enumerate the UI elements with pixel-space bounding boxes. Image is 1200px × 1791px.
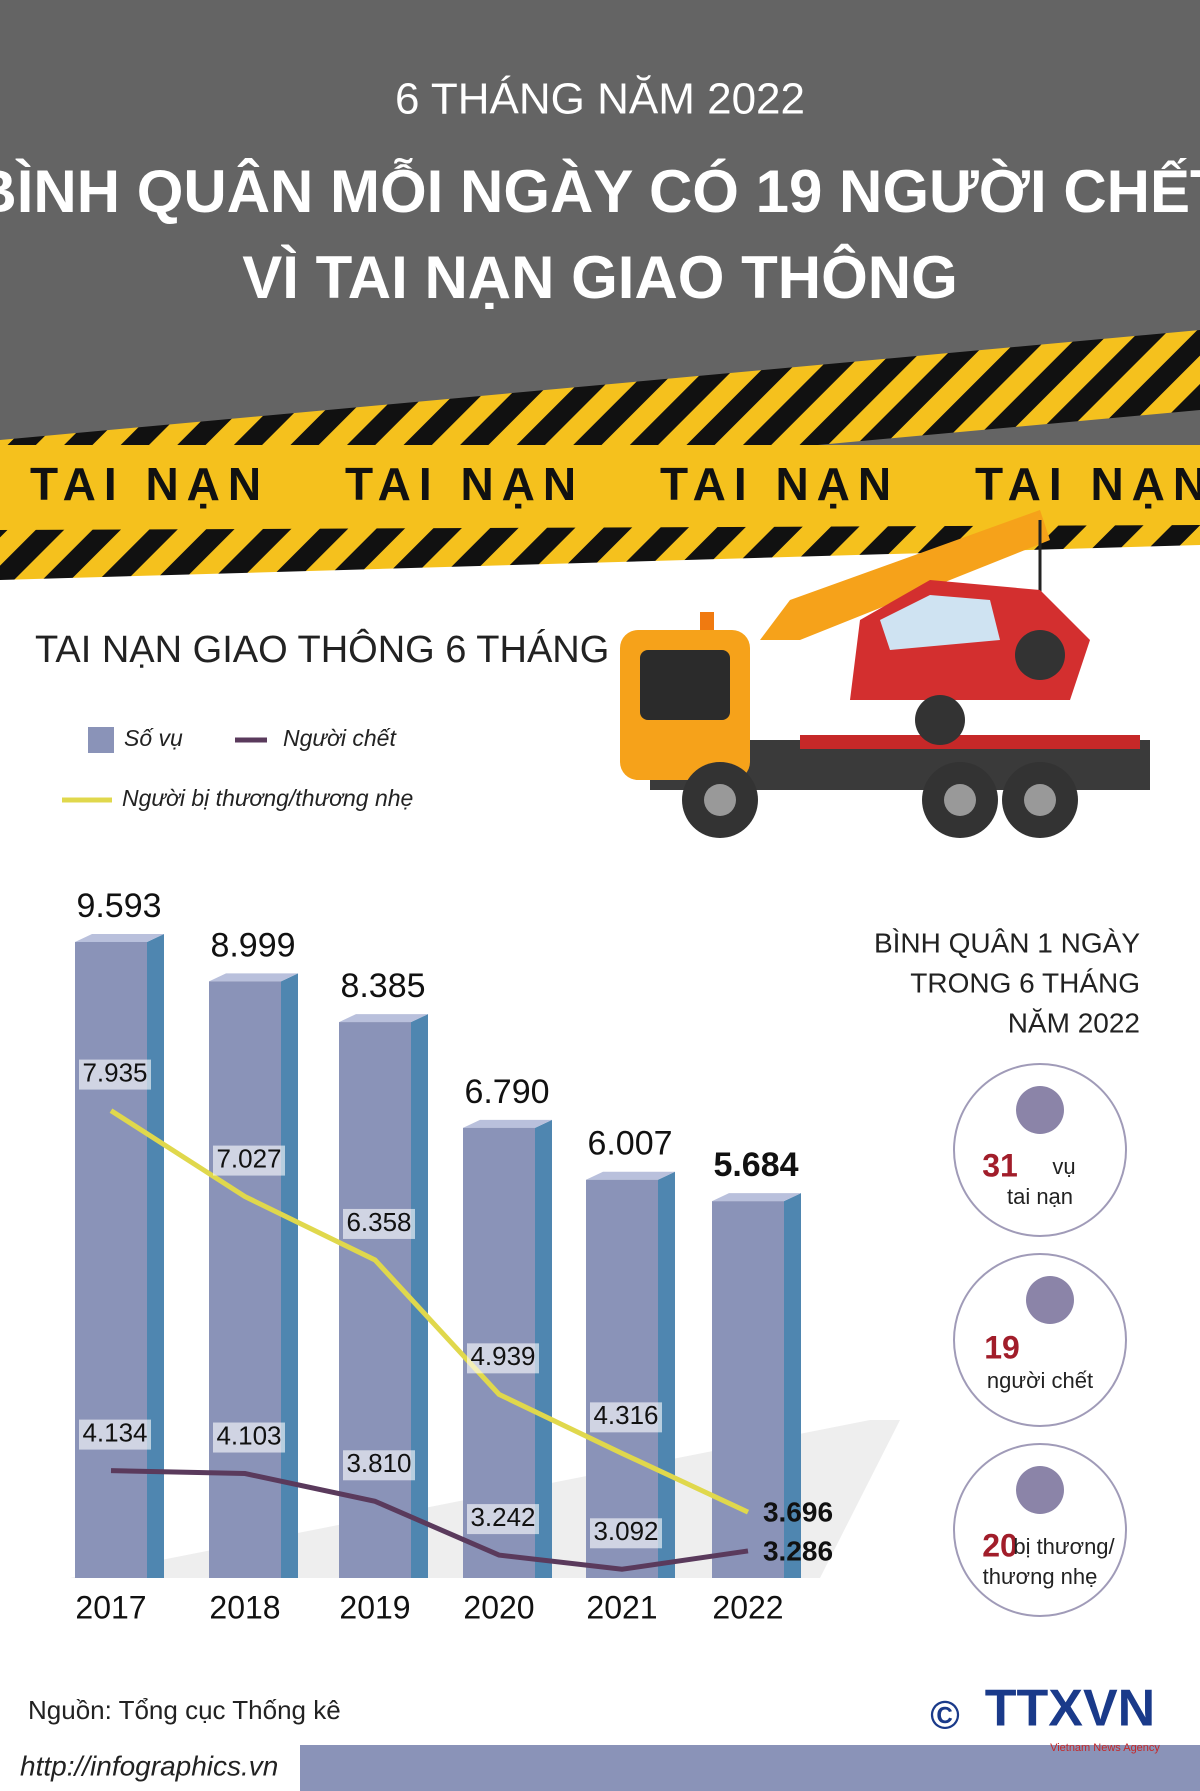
side-text: tai nạn <box>1007 1184 1073 1209</box>
side-circle <box>953 1253 1127 1427</box>
line <box>110 1468 749 1572</box>
bar-value-label: 8.999 <box>210 926 295 964</box>
line-value-label: 6.358 <box>346 1207 411 1237</box>
title: BÌNH QUÂN MỖI NGÀY CÓ 19 NGƯỜI CHẾT <box>0 158 1200 225</box>
bar <box>339 1022 411 1578</box>
bar-value-label: 8.385 <box>340 967 425 1005</box>
side-heading: TRONG 6 THÁNG <box>910 967 1140 998</box>
line-value-label: 3.092 <box>593 1516 658 1546</box>
title: VÌ TAI NẠN GIAO THÔNG <box>242 244 958 311</box>
bar-top <box>586 1171 675 1180</box>
bar-side <box>658 1171 675 1578</box>
side-circle <box>953 1443 1127 1617</box>
legend-label: Số vụ <box>124 725 183 751</box>
side-icon <box>1016 1086 1064 1134</box>
side-text: bị thương/ <box>1013 1534 1115 1559</box>
value-label-bg <box>590 1402 662 1433</box>
side-text: thương nhẹ <box>983 1564 1098 1589</box>
side-heading: BÌNH QUÂN 1 NGÀY <box>874 927 1140 958</box>
tape-text: TAI NẠN <box>345 458 584 510</box>
bar <box>75 941 147 1578</box>
line-value-label: 7.027 <box>216 1143 281 1173</box>
bar-top <box>209 973 298 982</box>
line-value-label: 4.939 <box>470 1341 535 1371</box>
side-text: người chết <box>987 1368 1093 1393</box>
line-value-label: 7.935 <box>82 1057 147 1087</box>
x-tick-label: 2022 <box>712 1589 783 1625</box>
bar-side <box>147 933 164 1578</box>
bar-side <box>784 1193 801 1578</box>
value-label-bg <box>79 1419 151 1450</box>
line <box>109 1108 750 1515</box>
line-value-label: 3.286 <box>763 1535 833 1566</box>
source: Nguồn: Tổng cục Thống kê <box>28 1695 341 1725</box>
side-circle <box>953 1063 1127 1237</box>
value-label-bg <box>467 1343 539 1374</box>
side-number: 20 <box>982 1527 1018 1563</box>
bar-side <box>281 973 298 1578</box>
bar <box>586 1179 658 1578</box>
line-value-label: 4.103 <box>216 1420 281 1450</box>
value-label-bg <box>467 1504 539 1535</box>
line-value-label: 3.810 <box>346 1448 411 1478</box>
bar <box>209 981 281 1578</box>
value-label-bg <box>343 1450 415 1481</box>
tape-text: TAI NẠN <box>660 458 899 510</box>
bar-value-label: 9.593 <box>76 887 161 925</box>
logo-sub: Vietnam News Agency <box>1050 1742 1160 1754</box>
side-icon <box>1026 1276 1074 1324</box>
tape-lower <box>0 525 1200 580</box>
x-tick-label: 2021 <box>586 1589 657 1625</box>
tape-text: TAI NẠN <box>30 458 269 510</box>
x-tick-label: 2018 <box>209 1589 280 1625</box>
legend-swatch <box>88 727 114 753</box>
bar-top <box>75 933 164 942</box>
bar-side <box>411 1014 428 1578</box>
line-value-label: 4.316 <box>593 1400 658 1430</box>
logo: TTXVN <box>985 1680 1155 1738</box>
bar-top <box>339 1014 428 1023</box>
bar <box>712 1201 784 1578</box>
bar-value-label: 5.684 <box>713 1146 798 1184</box>
url: http://infographics.vn <box>20 1750 278 1781</box>
chart-title: TAI NẠN GIAO THÔNG 6 THÁNG <box>35 627 609 671</box>
line-value-label: 3.696 <box>763 1496 833 1527</box>
bar-top <box>712 1193 801 1202</box>
x-tick-label: 2020 <box>463 1589 534 1625</box>
truck-illustration <box>620 510 1150 838</box>
bar-top <box>463 1119 552 1128</box>
tape-text: TAI NẠN <box>975 458 1200 510</box>
footer-url-bg <box>0 1745 300 1791</box>
bar-value-label: 6.790 <box>464 1073 549 1111</box>
side-text: vụ <box>1052 1154 1075 1179</box>
subtitle: 6 THÁNG NĂM 2022 <box>395 75 805 124</box>
legend-label: Người bị thương/thương nhẹ <box>122 785 413 811</box>
tape-main <box>0 445 1200 535</box>
side-heading: NĂM 2022 <box>1008 1007 1140 1038</box>
x-tick-label: 2019 <box>339 1589 410 1625</box>
copyright: © <box>930 1694 959 1738</box>
bar-value-label: 6.007 <box>587 1125 672 1163</box>
line-value-label: 3.242 <box>470 1502 535 1532</box>
side-number: 19 <box>984 1329 1020 1365</box>
line-value-label: 4.134 <box>82 1417 147 1447</box>
side-number: 31 <box>982 1147 1018 1183</box>
value-label-bg <box>213 1422 285 1453</box>
value-label-bg <box>343 1208 415 1239</box>
value-label-bg <box>79 1059 151 1090</box>
side-icon <box>1016 1466 1064 1514</box>
x-tick-label: 2017 <box>75 1589 146 1625</box>
value-label-bg <box>590 1518 662 1549</box>
legend-label: Người chết <box>283 725 397 751</box>
value-label-bg <box>213 1145 285 1176</box>
bar-side <box>535 1119 552 1578</box>
